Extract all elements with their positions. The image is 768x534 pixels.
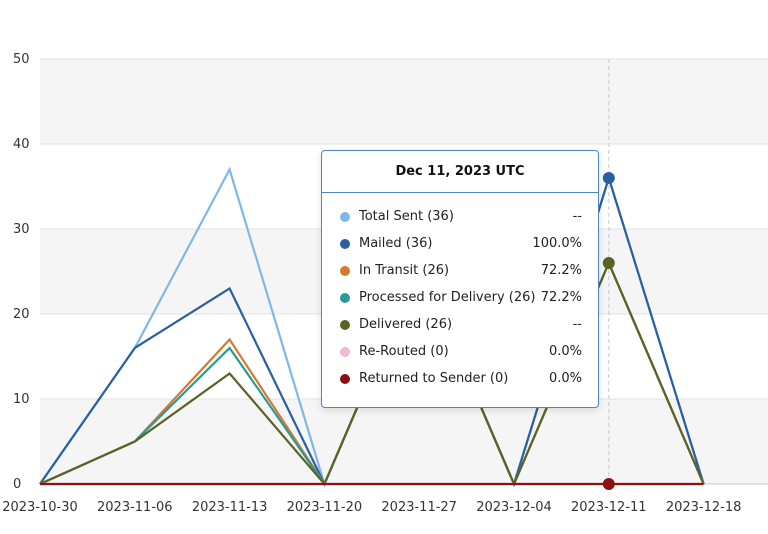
chart-tooltip: Dec 11, 2023 UTC Total Sent (36) -- Mail… (321, 150, 599, 408)
x-tick-label: 2023-12-11 (571, 500, 647, 515)
legend-dot-icon (340, 319, 350, 330)
tooltip-row: Returned to Sender (0) 0.0% (322, 365, 598, 392)
tooltip-row: Mailed (36) 100.0% (322, 230, 598, 257)
legend-dot-icon (340, 238, 350, 249)
grid-band (40, 399, 768, 484)
hover-point (602, 478, 615, 490)
tooltip-row-label: Delivered (26) (359, 317, 453, 332)
y-tick-label: 30 (13, 222, 30, 237)
tooltip-row-label: Total Sent (36) (359, 209, 454, 224)
x-tick-label: 2023-11-20 (287, 500, 363, 515)
legend-dot-icon (340, 265, 350, 276)
hover-markers (602, 172, 615, 490)
tooltip-row: In Transit (26) 72.2% (322, 257, 598, 284)
x-tick-label: 2023-11-06 (97, 500, 173, 515)
tooltip-row: Processed for Delivery (26) 72.2% (322, 284, 598, 311)
legend-dot-icon (340, 292, 350, 303)
y-tick-label: 10 (13, 392, 30, 407)
tooltip-row-label: In Transit (26) (359, 263, 450, 278)
x-tick-label: 2023-10-30 (2, 500, 78, 515)
tooltip-row-label: Mailed (36) (359, 236, 433, 251)
grid-band (40, 59, 768, 144)
y-axis-ticks: 0 10 20 30 40 50 (13, 52, 30, 492)
y-tick-label: 20 (13, 307, 30, 322)
tooltip-row-value: 72.2% (540, 290, 582, 305)
tooltip-row-value: 100.0% (532, 236, 582, 251)
y-tick-label: 40 (13, 137, 30, 152)
tooltip-row-value: -- (572, 317, 582, 332)
x-axis-ticks: 2023-10-30 2023-11-06 2023-11-13 2023-11-20… (2, 500, 741, 515)
tooltip-row-value: -- (572, 209, 582, 224)
hover-point (602, 172, 615, 184)
legend-dot-icon (340, 211, 350, 222)
hover-point (602, 257, 615, 269)
tooltip-row-label: Returned to Sender (0) (359, 371, 509, 386)
y-tick-label: 50 (13, 52, 30, 67)
x-tick-label: 2023-11-13 (192, 500, 268, 515)
tooltip-row: Total Sent (36) -- (322, 203, 598, 230)
tooltip-row-value: 72.2% (540, 263, 582, 278)
x-tick-label: 2023-12-18 (666, 500, 742, 515)
legend-dot-icon (340, 373, 350, 384)
tooltip-title: Dec 11, 2023 UTC (322, 151, 598, 193)
tooltip-row-label: Processed for Delivery (26) (359, 290, 536, 305)
tooltip-rows: Total Sent (36) -- Mailed (36) 100.0% In… (322, 193, 598, 392)
tooltip-row-label: Re-Routed (0) (359, 344, 449, 359)
legend-dot-icon (340, 346, 350, 357)
tooltip-row: Re-Routed (0) 0.0% (322, 338, 598, 365)
y-tick-label: 0 (13, 477, 21, 492)
x-tick-label: 2023-11-27 (381, 500, 457, 515)
x-tick-label: 2023-12-04 (476, 500, 552, 515)
tooltip-row-value: 0.0% (548, 344, 582, 359)
tooltip-row-value: 0.0% (548, 371, 582, 386)
tooltip-row: Delivered (26) -- (322, 311, 598, 338)
